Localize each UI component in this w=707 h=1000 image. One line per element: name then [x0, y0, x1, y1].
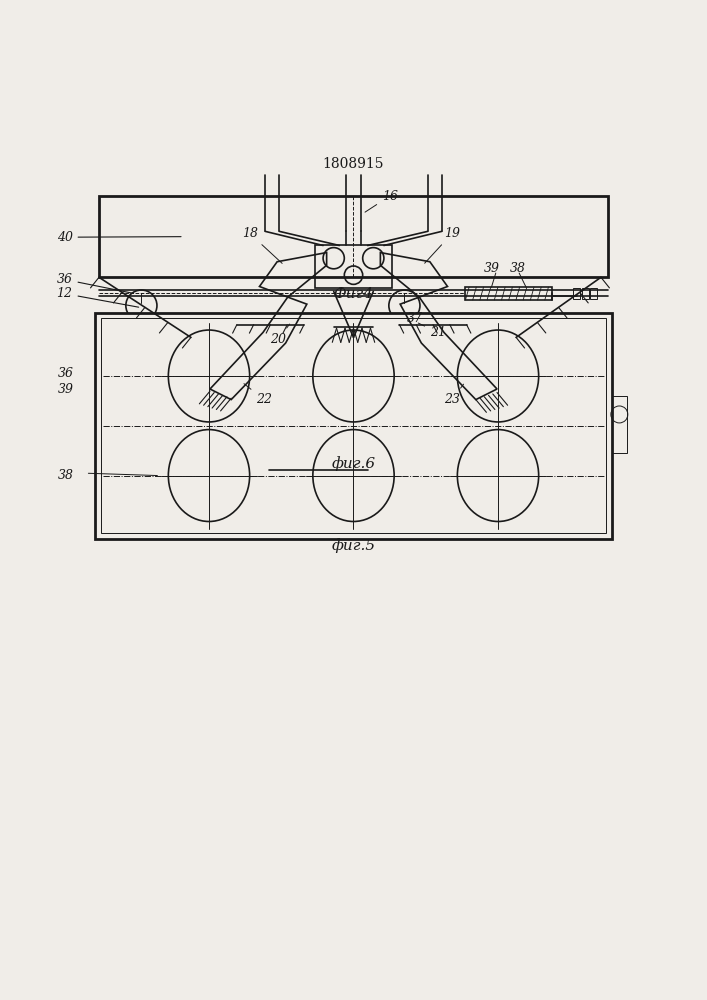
- Bar: [612, 396, 627, 453]
- Bar: [582, 288, 589, 299]
- Text: Фиг4: Фиг4: [334, 287, 373, 301]
- Text: 16: 16: [365, 190, 398, 212]
- Text: 12: 12: [57, 287, 139, 307]
- Text: 40: 40: [57, 231, 181, 244]
- Text: 39: 39: [484, 262, 499, 275]
- Bar: [590, 288, 597, 299]
- Text: 18: 18: [242, 227, 282, 263]
- Text: 36: 36: [57, 273, 132, 293]
- Bar: [101, 318, 606, 533]
- Text: 19: 19: [425, 227, 460, 263]
- Text: фиг.5: фиг.5: [332, 539, 375, 553]
- Bar: [315, 245, 392, 288]
- Text: 20: 20: [270, 324, 290, 346]
- Text: 39: 39: [58, 383, 74, 396]
- Text: 23: 23: [444, 384, 464, 406]
- Text: 38: 38: [58, 469, 74, 482]
- Text: 1808915: 1808915: [323, 157, 384, 171]
- Bar: [573, 288, 580, 299]
- Bar: [465, 287, 552, 300]
- Text: 37: 37: [407, 312, 423, 325]
- Text: 21: 21: [419, 323, 446, 339]
- Bar: [99, 196, 608, 277]
- Text: фиг.6: фиг.6: [332, 456, 375, 471]
- Text: 38: 38: [510, 262, 525, 275]
- Text: 36: 36: [58, 367, 74, 380]
- Text: 22: 22: [244, 384, 272, 406]
- Bar: [95, 313, 612, 539]
